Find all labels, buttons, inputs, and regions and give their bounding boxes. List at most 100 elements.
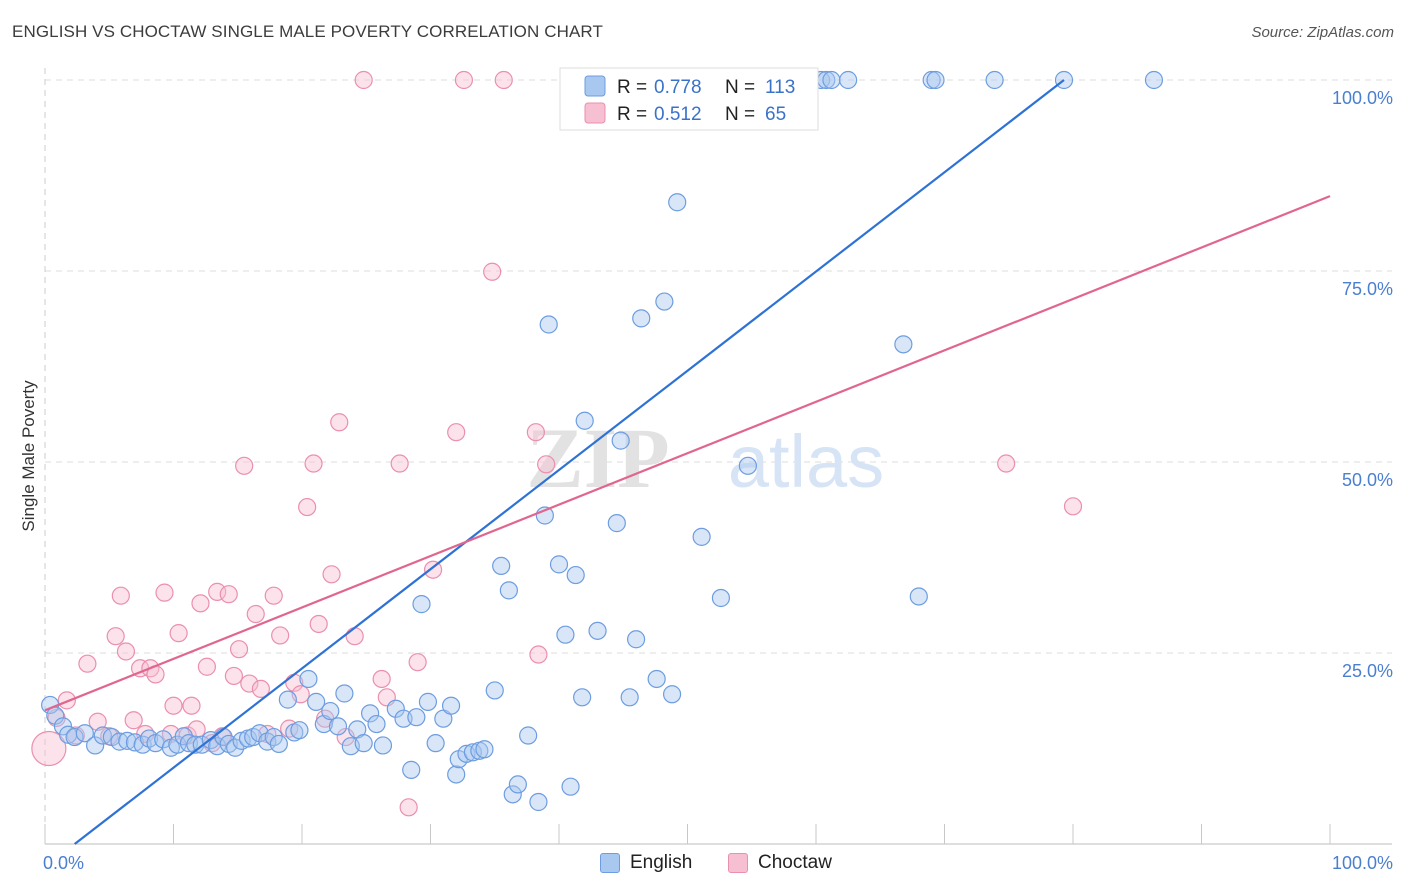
english-point [118,731,137,750]
english-point [561,777,580,796]
legend-r-label-english: R = [617,77,647,98]
english-point [647,669,666,689]
english-point [926,70,945,90]
choctaw-point [124,711,143,730]
english-point [711,588,731,608]
english-point [922,70,941,90]
english-point [86,736,105,755]
english-point [307,692,326,711]
english-point [463,743,483,762]
english-point [539,315,558,334]
choctaw-point [537,455,556,474]
y-tick-label: 25.0% [1342,661,1393,681]
english-point [573,688,592,707]
english-point [499,581,518,600]
y-tick-label: 75.0% [1342,279,1393,299]
choctaw-point [88,712,107,731]
choctaw-point [304,454,323,473]
english-point [575,411,594,430]
choctaw-point [322,565,341,584]
english-point [549,555,569,574]
english-point [447,765,466,784]
choctaw-point [155,583,174,602]
choctaw-point [116,642,136,661]
choctaw-point [235,456,254,475]
english-point [668,193,687,212]
english-point [386,699,405,718]
english-point [822,70,841,90]
english-point [335,684,354,703]
english-point [588,621,607,640]
choctaw-point [454,70,474,90]
x-tick-label: 100.0% [1332,853,1393,873]
legend-item-english: English [600,852,692,874]
english-point [278,690,297,709]
legend-swatch-english [584,75,606,97]
english-point [407,708,426,727]
choctaw-point [483,262,502,281]
english-point [208,737,227,756]
choctaw-point [31,730,67,767]
top-legend: R = 0.778 N = 113 R = 0.512 N = 65 [559,67,819,131]
choctaw-point [330,413,349,432]
english-point [662,685,682,704]
choctaw-point [408,653,427,672]
english-point [556,625,575,644]
english-point [226,738,245,757]
bottom-legend: English Choctaw [0,852,1406,880]
choctaw-point [309,614,328,634]
chart-title: ENGLISH VS CHOCTAW SINGLE MALE POVERTY C… [12,22,603,41]
english-point [839,70,858,90]
legend-label-english: English [630,852,693,873]
choctaw-point [251,679,270,699]
english-point [519,726,538,745]
choctaw-point [271,626,290,645]
choctaw-point [182,696,201,715]
english-point [418,692,438,711]
english-point [426,734,445,753]
legend-swatch-choctaw [584,102,606,124]
choctaw-point [399,798,418,817]
choctaw-point [224,666,243,686]
choctaw-point [208,582,227,601]
choctaw-point [997,454,1016,473]
english-point [626,630,646,649]
choctaw-point [164,696,183,715]
english-point [607,514,626,533]
english-point [299,669,318,689]
trend-layer [44,79,1331,845]
legend-r-value-english: 0.778 [654,77,702,98]
english-point [361,704,380,723]
legend-n-value-choctaw: 65 [765,104,786,125]
choctaw-point [264,586,283,605]
legend-item-choctaw: Choctaw [728,852,832,874]
choctaw-point [240,674,259,693]
english-point [566,565,585,585]
english-point [328,717,348,736]
legend-swatch-choctaw-bottom [728,853,748,873]
english-point [692,527,711,546]
english-point [373,736,393,755]
english-point [738,456,757,475]
english-point [354,734,373,753]
english-point [441,696,461,715]
english-point [985,70,1004,90]
english-point [75,724,94,743]
english-point [269,734,288,754]
choctaw-point [111,586,130,605]
english-point [110,732,129,751]
chart-source: Source: ZipAtlas.com [1251,24,1394,41]
choctaw-point [1063,497,1083,516]
choctaw-point [447,423,466,442]
y-axis-label: Single Male Poverty [19,380,38,532]
english-point [508,775,527,794]
legend-n-label-choctaw: N = [725,104,755,125]
y-tick-label: 100.0% [1332,88,1393,108]
tick-labels: 25.0% 50.0% 75.0% 100.0% 0.0% 100.0% [43,88,1393,873]
english-point [290,721,309,740]
choctaw-point [246,604,265,624]
legend-r-value-choctaw: 0.512 [654,104,702,125]
choctaw-point [529,645,548,664]
english-point [529,792,548,812]
